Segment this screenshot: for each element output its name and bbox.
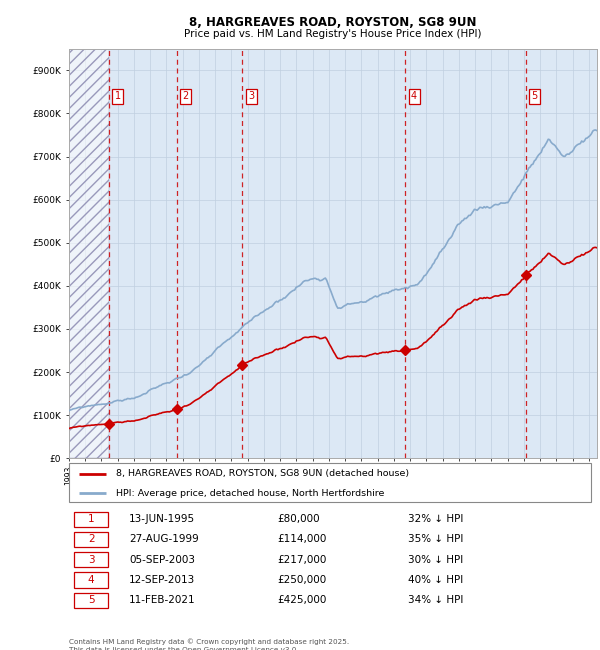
Bar [69, 49, 109, 458]
Text: 34% ↓ HPI: 34% ↓ HPI [409, 595, 464, 605]
Text: 30% ↓ HPI: 30% ↓ HPI [409, 554, 464, 565]
Text: 5: 5 [532, 91, 538, 101]
Text: 4: 4 [88, 575, 94, 585]
Bar [74, 593, 108, 608]
Text: £80,000: £80,000 [278, 514, 320, 524]
Bar [74, 573, 108, 588]
Text: 12-SEP-2013: 12-SEP-2013 [129, 575, 195, 585]
Text: 2: 2 [183, 91, 189, 101]
Text: 8, HARGREAVES ROAD, ROYSTON, SG8 9UN: 8, HARGREAVES ROAD, ROYSTON, SG8 9UN [189, 16, 477, 29]
Text: £425,000: £425,000 [278, 595, 327, 605]
Text: 11-FEB-2021: 11-FEB-2021 [129, 595, 196, 605]
Text: 05-SEP-2003: 05-SEP-2003 [129, 554, 195, 565]
Bar [74, 512, 108, 526]
Text: 5: 5 [88, 595, 94, 605]
Text: 3: 3 [88, 554, 94, 565]
Text: 4: 4 [411, 91, 417, 101]
Text: 35% ↓ HPI: 35% ↓ HPI [409, 534, 464, 545]
Text: 2: 2 [88, 534, 94, 545]
Text: £217,000: £217,000 [278, 554, 327, 565]
Text: 27-AUG-1999: 27-AUG-1999 [129, 534, 199, 545]
Text: HPI: Average price, detached house, North Hertfordshire: HPI: Average price, detached house, Nort… [116, 489, 385, 498]
Text: 32% ↓ HPI: 32% ↓ HPI [409, 514, 464, 524]
Text: Contains HM Land Registry data © Crown copyright and database right 2025.
This d: Contains HM Land Registry data © Crown c… [69, 638, 349, 650]
Text: 1: 1 [115, 91, 121, 101]
Text: 13-JUN-1995: 13-JUN-1995 [129, 514, 195, 524]
Text: 8, HARGREAVES ROAD, ROYSTON, SG8 9UN (detached house): 8, HARGREAVES ROAD, ROYSTON, SG8 9UN (de… [116, 469, 409, 478]
Text: 3: 3 [248, 91, 254, 101]
Bar [74, 532, 108, 547]
Text: Price paid vs. HM Land Registry's House Price Index (HPI): Price paid vs. HM Land Registry's House … [184, 29, 482, 38]
Bar [74, 552, 108, 567]
Text: 1: 1 [88, 514, 94, 524]
Text: 40% ↓ HPI: 40% ↓ HPI [409, 575, 464, 585]
Text: £250,000: £250,000 [278, 575, 327, 585]
Bar [69, 49, 109, 458]
Text: £114,000: £114,000 [278, 534, 327, 545]
